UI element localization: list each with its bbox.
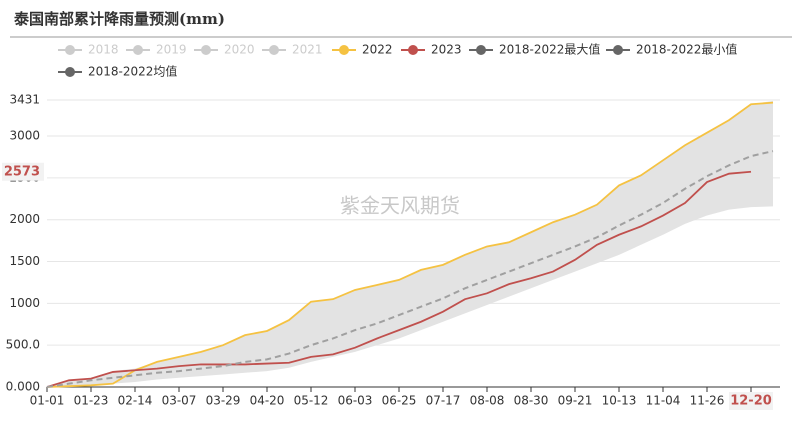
legend-icon <box>65 45 75 55</box>
x-tick-label: 03-29 <box>206 394 241 408</box>
x-tick-label: 02-14 <box>118 394 153 408</box>
x-tick-label: 01-01 <box>30 394 65 408</box>
x-tick-label: 04-20 <box>250 394 285 408</box>
min-max-band <box>47 100 773 388</box>
legend-label: 2018-2022最大值 <box>499 42 600 57</box>
x-tick-label: 09-21 <box>558 394 593 408</box>
x-tick-label: 03-07 <box>162 394 197 408</box>
grid <box>47 99 780 388</box>
y-tick-label: 1000 <box>9 296 40 310</box>
legend-icon <box>339 45 349 55</box>
x-tick-label-highlight: 12-20 <box>730 394 772 409</box>
x-highlight-bg <box>729 392 773 410</box>
x-tick-label: 11-26 <box>690 394 725 408</box>
y-highlight-label: 2573 <box>4 164 40 179</box>
series-line <box>46 150 774 388</box>
legend-icon <box>613 45 623 55</box>
chart-title: 泰国南部累计降雨量预测(mm) <box>13 10 225 28</box>
x-tick-label: 07-17 <box>426 394 461 408</box>
x-tick-label: 01-23 <box>74 394 109 408</box>
x-tick-label: 05-12 <box>294 394 329 408</box>
watermark: 紫金天风期货 <box>340 194 460 218</box>
legend-label: 2018-2022均值 <box>88 64 177 79</box>
legend-icon <box>201 45 211 55</box>
y-tick-label: 1500 <box>9 254 40 268</box>
y-tick-label: 3000 <box>9 129 40 143</box>
legend-label: 2018-2022最小值 <box>636 42 737 57</box>
y-tick-label: 2000 <box>9 212 40 226</box>
legend-label: 2023 <box>431 43 462 57</box>
series-line <box>46 170 752 388</box>
x-tick-label: 06-25 <box>382 394 417 408</box>
x-tick-label: 08-30 <box>514 394 549 408</box>
legend-icon <box>408 45 418 55</box>
legend-icon <box>133 45 143 55</box>
y-highlight-bg <box>2 162 44 181</box>
legend-label: 2021 <box>292 43 323 57</box>
legend-label: 2020 <box>224 43 255 57</box>
legend-icon <box>65 67 75 77</box>
legend-label: 2022 <box>362 43 393 57</box>
x-tick-label: 10-13 <box>602 394 637 408</box>
x-tick-label: 11-04 <box>646 394 681 408</box>
x-tick-label: 06-03 <box>338 394 373 408</box>
legend-icon <box>476 45 486 55</box>
y-tick-label: 0.000 <box>6 380 40 394</box>
series-line <box>46 101 774 388</box>
x-tick-label: 08-08 <box>470 394 505 408</box>
legend-label: 2019 <box>156 43 187 57</box>
legend-icon <box>269 45 279 55</box>
legend-label: 2018 <box>88 43 119 57</box>
y-tick-label: 3431 <box>9 93 40 107</box>
y-tick-label: 500.0 <box>6 338 40 352</box>
